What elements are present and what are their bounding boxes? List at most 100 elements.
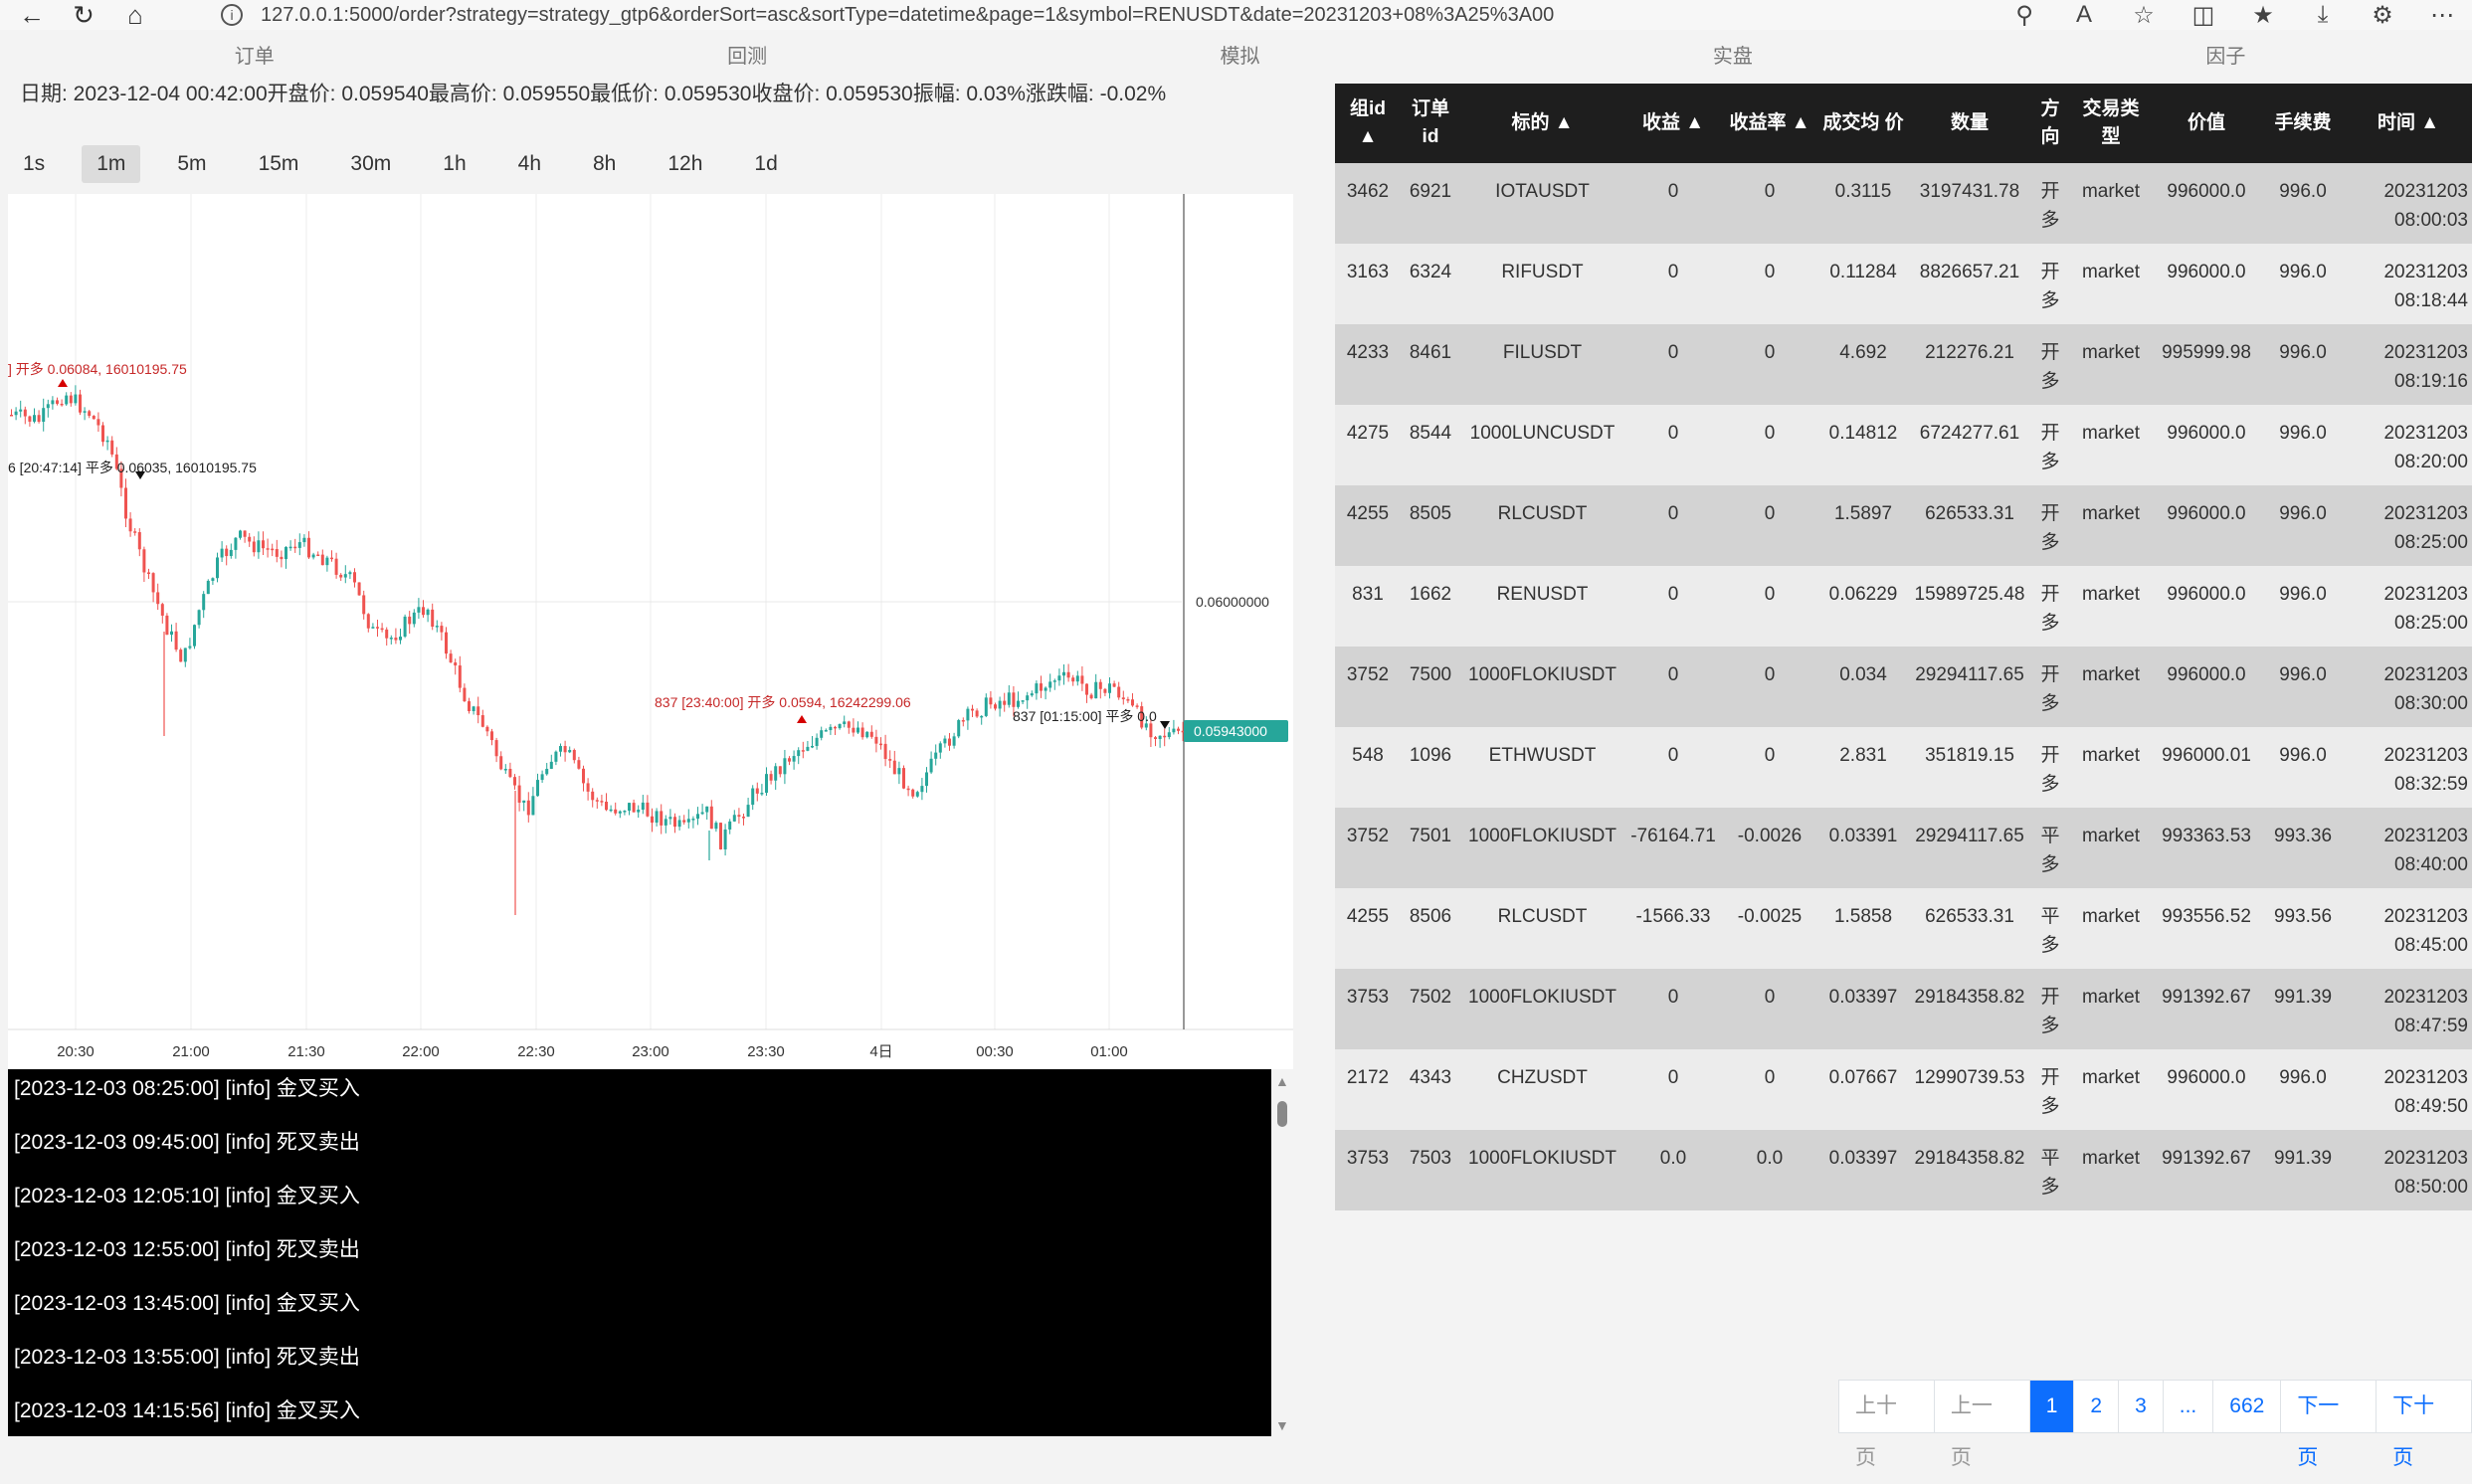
trade-marker-up-arrow-icon (58, 379, 68, 387)
candle-body (105, 440, 109, 443)
table-row[interactable]: 4275 8544 1000LUNCUSDT 0 0 0.14812 6724277.61 开… (1335, 405, 2472, 485)
candle-body (1098, 681, 1102, 689)
table-cell: 7501 (1401, 808, 1460, 888)
interval-button-5m[interactable]: 5m (177, 152, 207, 175)
interval-button-15m[interactable]: 15m (258, 152, 299, 175)
page-button-3[interactable]: 3 (2119, 1381, 2164, 1432)
table-row[interactable]: 3163 6324 RIFUSDT 0 0 0.11284 8826657.21 开 多 mar… (1335, 244, 2472, 324)
interval-button-1s[interactable]: 1s (23, 152, 46, 175)
table-row[interactable]: 4233 8461 FILUSDT 0 0 4.692 212276.21 开 多 market… (1335, 324, 2472, 405)
tab-live[interactable]: 实盘 (1712, 46, 1753, 68)
table-cell: 0 (1722, 405, 1817, 485)
table-cell: ETHWUSDT (1460, 727, 1624, 808)
table-cell: 0 (1722, 485, 1817, 566)
table-cell: 20231203 08:30:00 (2345, 647, 2472, 727)
interval-button-12h[interactable]: 12h (667, 152, 703, 175)
table-cell: 0 (1722, 163, 1817, 244)
extensions-icon[interactable]: ⚙ (2372, 1, 2393, 29)
tab-factor[interactable]: 因子 (2205, 46, 2246, 68)
candle-body (183, 648, 187, 662)
table-row[interactable]: 3462 6921 IOTAUSDT 0 0 0.3115 3197431.78 开 多 mar… (1335, 163, 2472, 244)
reload-icon[interactable]: ↻ (73, 0, 95, 30)
column-header[interactable]: 方 向 (2030, 84, 2070, 163)
candle-body (865, 731, 869, 738)
back-icon[interactable]: ← (19, 0, 45, 30)
column-header[interactable]: 时间 ▲ (2345, 84, 2472, 163)
table-cell: 开 多 (2030, 566, 2070, 647)
page-button-662[interactable]: 662 (2213, 1381, 2282, 1432)
table-cell: 20231203 08:00:03 (2345, 163, 2472, 244)
url-text[interactable]: 127.0.0.1:5000/order?strategy=strategy_g… (261, 3, 1555, 26)
candle-body (252, 541, 256, 553)
table-row[interactable]: 831 1662 RENUSDT 0 0 0.06229 15989725.48 开 多 mar… (1335, 566, 2472, 647)
trade-marker-label: 6 [20:47:14] 平多 0.06035, 16010195.75 (8, 460, 257, 475)
column-header[interactable]: 数量 (1909, 84, 2030, 163)
log-line: [2023-12-03 12:55:00] [info] 死叉卖出 (14, 1238, 360, 1261)
interval-button-8h[interactable]: 8h (593, 152, 617, 175)
tab-orders[interactable]: 订单 (234, 46, 275, 68)
split-screen-icon[interactable]: ◫ (2191, 1, 2215, 29)
page-button-2[interactable]: 2 (2074, 1381, 2120, 1432)
tab-backtest[interactable]: 回测 (727, 46, 768, 68)
candle-body (852, 727, 856, 733)
table-row[interactable]: 548 1096 ETHWUSDT 0 0 2.831 351819.15 开 多 market… (1335, 727, 2472, 808)
page-button-ellipsis[interactable]: ... (2163, 1381, 2214, 1432)
candle-body (829, 726, 833, 731)
table-cell: 0.06229 (1817, 566, 1909, 647)
candle-body (957, 720, 961, 737)
table-cell: market (2070, 647, 2152, 727)
address-bar[interactable]: i 127.0.0.1:5000/order?strategy=strategy… (221, 0, 1972, 30)
candle-body (1044, 687, 1047, 691)
download-icon[interactable]: ⤓ (2317, 1, 2329, 28)
tab-simulation[interactable]: 模拟 (1220, 46, 1260, 68)
table-row[interactable]: 4255 8505 RLCUSDT 0 0 1.5897 626533.31 开 多 marke… (1335, 485, 2472, 566)
column-header[interactable]: 成交均 价 (1817, 84, 1909, 163)
favorite-star-icon[interactable]: ☆ (2133, 1, 2155, 29)
log-scrollbar[interactable]: ▲ ▼ (1271, 1069, 1293, 1436)
candlestick-chart-svg[interactable]: 20:30 21:00 21:30 22:00 22:30 23:00 23:30 4日 00:… (8, 194, 1293, 1069)
candle-body (69, 395, 73, 404)
favorites-list-icon[interactable]: ★ (2252, 1, 2274, 29)
price-chart[interactable]: 20:30 21:00 21:30 22:00 22:30 23:00 23:30 4日 00:… (8, 194, 1293, 1069)
candle-body (618, 811, 622, 814)
table-row[interactable]: 3752 7501 1000FLOKIUSDT -76164.71 -0.0026 0.0… (1335, 808, 2472, 888)
column-header[interactable]: 收益 ▲ (1624, 84, 1722, 163)
next-page-button[interactable]: 下一页 (2281, 1381, 2377, 1469)
candle-body (1062, 671, 1065, 676)
column-header[interactable]: 组id ▲ (1335, 84, 1401, 163)
table-row[interactable]: 3752 7500 1000FLOKIUSDT 0 0 0.034 29294117.65 开… (1335, 647, 2472, 727)
more-menu-icon[interactable]: ⋯ (2430, 1, 2454, 29)
table-cell: 1000FLOKIUSDT (1460, 1130, 1624, 1210)
candle-body (975, 710, 979, 717)
zoom-icon[interactable]: ⚲ (2015, 1, 2033, 29)
table-row[interactable]: 4255 8506 RLCUSDT -1566.33 -0.0025 1.5858 6265… (1335, 888, 2472, 969)
scroll-thumb[interactable] (1277, 1101, 1287, 1127)
table-cell: 2172 (1335, 1049, 1401, 1130)
home-icon[interactable]: ⌂ (127, 0, 143, 30)
column-header[interactable]: 标的 ▲ (1460, 84, 1624, 163)
column-header[interactable]: 订单 id (1401, 84, 1460, 163)
scroll-down-icon[interactable]: ▼ (1275, 1417, 1289, 1433)
page-button-1[interactable]: 1 (2029, 1381, 2075, 1432)
table-cell: 1000FLOKIUSDT (1460, 647, 1624, 727)
candle-body (994, 704, 997, 709)
interval-button-1h[interactable]: 1h (443, 152, 467, 175)
candle-body (989, 697, 993, 705)
interval-button-30m[interactable]: 30m (350, 152, 392, 175)
column-header[interactable]: 交易类 型 (2070, 84, 2152, 163)
interval-button-1m[interactable]: 1m (82, 145, 141, 183)
interval-button-1d[interactable]: 1d (754, 152, 778, 175)
table-row[interactable]: 3753 7502 1000FLOKIUSDT 0 0 0.03397 29184358.8… (1335, 969, 2472, 1049)
column-header[interactable]: 收益率 ▲ (1722, 84, 1817, 163)
prev-page-button[interactable]: 上一页 (1934, 1381, 2030, 1469)
prev-ten-pages-button[interactable]: 上十页 (1839, 1381, 1935, 1469)
table-row[interactable]: 2172 4343 CHZUSDT 0 0 0.07667 12990739.53 开 多 ma… (1335, 1049, 2472, 1130)
interval-button-4h[interactable]: 4h (517, 152, 541, 175)
next-ten-pages-button[interactable]: 下十页 (2377, 1381, 2471, 1469)
read-aloud-icon[interactable]: A (2075, 1, 2092, 28)
table-row[interactable]: 3753 7503 1000FLOKIUSDT 0.0 0.0 0.03397 291843… (1335, 1130, 2472, 1210)
scroll-up-icon[interactable]: ▲ (1275, 1073, 1289, 1089)
site-info-icon[interactable]: i (221, 4, 243, 26)
column-header[interactable]: 手续费 (2261, 84, 2345, 163)
column-header[interactable]: 价值 (2152, 84, 2261, 163)
